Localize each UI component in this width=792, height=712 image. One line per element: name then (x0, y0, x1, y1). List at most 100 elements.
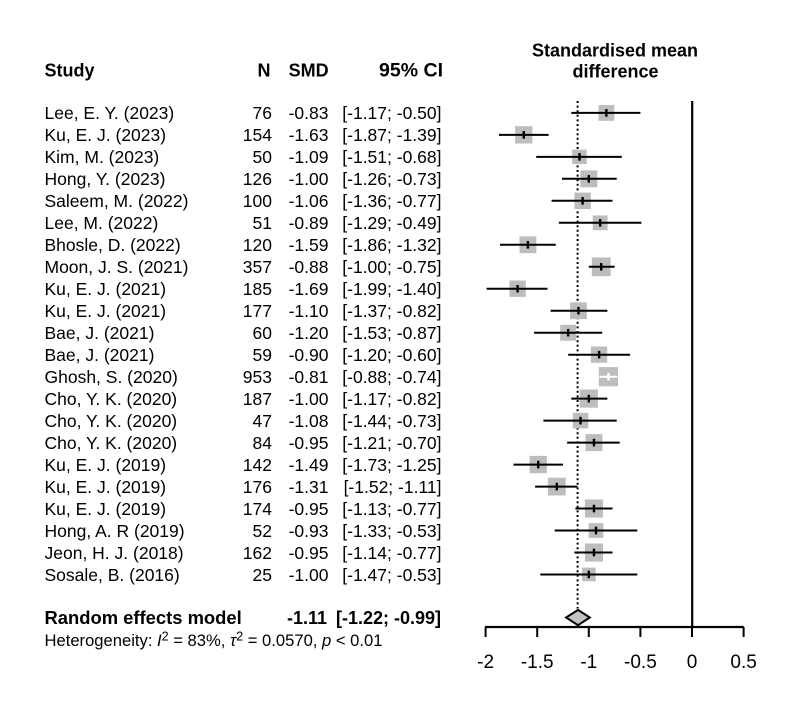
svg-text:357: 357 (243, 257, 272, 277)
svg-text:Bhosle, D. (2022): Bhosle, D. (2022) (45, 235, 181, 255)
svg-text:Ku, E. J. (2021): Ku, E. J. (2021) (45, 279, 167, 299)
svg-text:[-1.99; -1.40]: [-1.99; -1.40] (342, 279, 441, 299)
svg-text:[-1.52; -1.11]: [-1.52; -1.11] (344, 477, 442, 497)
svg-text:76: 76 (253, 103, 272, 123)
svg-text:154: 154 (243, 125, 272, 145)
svg-text:0: 0 (687, 652, 698, 673)
svg-text:60: 60 (253, 323, 273, 343)
svg-text:Kim, M. (2023): Kim, M. (2023) (45, 147, 160, 167)
svg-text:[-1.53; -0.87]: [-1.53; -0.87] (342, 323, 441, 343)
svg-text:51: 51 (253, 213, 272, 233)
svg-text:100: 100 (243, 191, 272, 211)
svg-text:-1.63: -1.63 (289, 125, 329, 145)
svg-text:Bae, J. (2021): Bae, J. (2021) (45, 323, 155, 343)
svg-text:953: 953 (243, 367, 272, 387)
svg-text:-1.11: -1.11 (287, 608, 327, 628)
svg-text:Ku, E. J. (2019): Ku, E. J. (2019) (45, 455, 167, 475)
svg-text:Ku, E. J. (2021): Ku, E. J. (2021) (45, 301, 167, 321)
svg-text:187: 187 (243, 389, 272, 409)
svg-text:-0.89: -0.89 (289, 213, 329, 233)
svg-text:-1.31: -1.31 (289, 477, 329, 497)
svg-text:176: 176 (243, 477, 272, 497)
svg-text:52: 52 (253, 521, 272, 541)
svg-text:Study: Study (45, 61, 95, 81)
svg-text:Hong, Y. (2023): Hong, Y. (2023) (45, 169, 166, 189)
svg-text:Cho, Y. K. (2020): Cho, Y. K. (2020) (45, 389, 178, 409)
svg-text:Moon, J. S. (2021): Moon, J. S. (2021) (45, 257, 189, 277)
svg-text:25: 25 (253, 565, 272, 585)
svg-text:95% CI: 95% CI (379, 60, 443, 82)
svg-text:[-1.87; -1.39]: [-1.87; -1.39] (342, 125, 441, 145)
svg-text:Heterogeneity: I2 = 83%, τ2 =: Heterogeneity: I2 = 83%, τ2 = 0.0570, p … (45, 629, 383, 650)
svg-text:-1.10: -1.10 (289, 301, 329, 321)
svg-text:[-1.13; -0.77]: [-1.13; -0.77] (342, 499, 441, 519)
svg-text:-1.20: -1.20 (289, 323, 329, 343)
svg-text:Random effects model: Random effects model (45, 607, 242, 628)
svg-text:-1.06: -1.06 (289, 191, 329, 211)
svg-text:84: 84 (253, 433, 273, 453)
svg-text:[-1.00; -0.75]: [-1.00; -0.75] (342, 257, 441, 277)
svg-text:-1.09: -1.09 (289, 147, 329, 167)
svg-text:[-1.14; -0.77]: [-1.14; -0.77] (342, 543, 441, 563)
svg-text:-0.5: -0.5 (624, 652, 657, 673)
svg-text:Ku, E. J. (2019): Ku, E. J. (2019) (45, 499, 167, 519)
svg-text:[-1.33; -0.53]: [-1.33; -0.53] (342, 521, 441, 541)
svg-text:[-0.88; -0.74]: [-0.88; -0.74] (342, 367, 441, 387)
svg-text:[-1.51; -0.68]: [-1.51; -0.68] (342, 147, 441, 167)
svg-text:Ku, E. J. (2019): Ku, E. J. (2019) (45, 477, 167, 497)
svg-text:-1.5: -1.5 (521, 652, 554, 673)
svg-text:-1.08: -1.08 (289, 411, 329, 431)
svg-text:-1.00: -1.00 (289, 169, 329, 189)
svg-text:-1.00: -1.00 (289, 389, 329, 409)
svg-text:[-1.17; -0.82]: [-1.17; -0.82] (342, 389, 441, 409)
svg-text:Ghosh, S. (2020): Ghosh, S. (2020) (45, 367, 178, 387)
svg-text:Sosale, B. (2016): Sosale, B. (2016) (45, 565, 180, 585)
svg-text:[-1.36; -0.77]: [-1.36; -0.77] (342, 191, 441, 211)
svg-text:[-1.37; -0.82]: [-1.37; -0.82] (342, 301, 441, 321)
svg-text:177: 177 (243, 301, 272, 321)
svg-text:Jeon, H. J. (2018): Jeon, H. J. (2018) (45, 543, 184, 563)
svg-text:[-1.26; -0.73]: [-1.26; -0.73] (342, 169, 441, 189)
svg-text:Cho, Y. K. (2020): Cho, Y. K. (2020) (45, 433, 178, 453)
svg-text:[-1.44; -0.73]: [-1.44; -0.73] (342, 411, 441, 431)
svg-text:difference: difference (572, 61, 658, 81)
svg-text:47: 47 (253, 411, 272, 431)
svg-text:-1: -1 (580, 652, 597, 673)
svg-text:-0.95: -0.95 (289, 543, 329, 563)
svg-text:120: 120 (243, 235, 272, 255)
svg-text:Lee, E. Y. (2023): Lee, E. Y. (2023) (45, 103, 175, 123)
svg-text:Saleem, M. (2022): Saleem, M. (2022) (45, 191, 189, 211)
svg-text:Bae, J. (2021): Bae, J. (2021) (45, 345, 155, 365)
svg-text:50: 50 (253, 147, 273, 167)
svg-text:-0.90: -0.90 (289, 345, 329, 365)
svg-text:174: 174 (243, 499, 272, 519)
svg-text:Lee, M. (2022): Lee, M. (2022) (45, 213, 159, 233)
svg-text:N: N (258, 61, 271, 81)
svg-text:59: 59 (253, 345, 272, 365)
svg-text:-1.00: -1.00 (289, 565, 329, 585)
svg-text:[-1.22; -0.99]: [-1.22; -0.99] (336, 608, 441, 628)
svg-text:-1.59: -1.59 (289, 235, 329, 255)
svg-text:0.5: 0.5 (730, 652, 756, 673)
svg-text:185: 185 (243, 279, 272, 299)
svg-text:[-1.21; -0.70]: [-1.21; -0.70] (342, 433, 441, 453)
svg-text:Standardised mean: Standardised mean (532, 40, 698, 60)
svg-text:-0.95: -0.95 (289, 499, 329, 519)
svg-text:126: 126 (243, 169, 272, 189)
svg-text:Cho, Y. K. (2020): Cho, Y. K. (2020) (45, 411, 178, 431)
svg-text:[-1.86; -1.32]: [-1.86; -1.32] (342, 235, 441, 255)
svg-text:[-1.47; -0.53]: [-1.47; -0.53] (342, 565, 441, 585)
svg-text:-0.88: -0.88 (289, 257, 329, 277)
svg-text:-0.95: -0.95 (289, 433, 329, 453)
svg-text:[-1.20; -0.60]: [-1.20; -0.60] (342, 345, 441, 365)
svg-text:[-1.73; -1.25]: [-1.73; -1.25] (342, 455, 441, 475)
svg-text:[-1.29; -0.49]: [-1.29; -0.49] (342, 213, 441, 233)
svg-text:162: 162 (243, 543, 272, 563)
svg-text:SMD: SMD (289, 61, 329, 81)
svg-text:-0.83: -0.83 (289, 103, 329, 123)
svg-text:-2: -2 (477, 652, 494, 673)
svg-text:[-1.17; -0.50]: [-1.17; -0.50] (342, 103, 441, 123)
svg-text:-1.49: -1.49 (289, 455, 329, 475)
svg-text:142: 142 (243, 455, 272, 475)
svg-text:-0.93: -0.93 (289, 521, 329, 541)
